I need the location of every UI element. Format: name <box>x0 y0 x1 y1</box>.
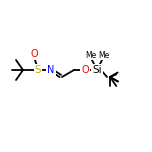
Text: O: O <box>30 49 38 59</box>
Text: O: O <box>81 65 89 75</box>
Text: Si: Si <box>92 65 102 75</box>
Text: S: S <box>35 65 41 75</box>
Text: Me: Me <box>98 50 110 59</box>
Text: N: N <box>47 65 55 75</box>
Text: Me: Me <box>85 50 97 59</box>
